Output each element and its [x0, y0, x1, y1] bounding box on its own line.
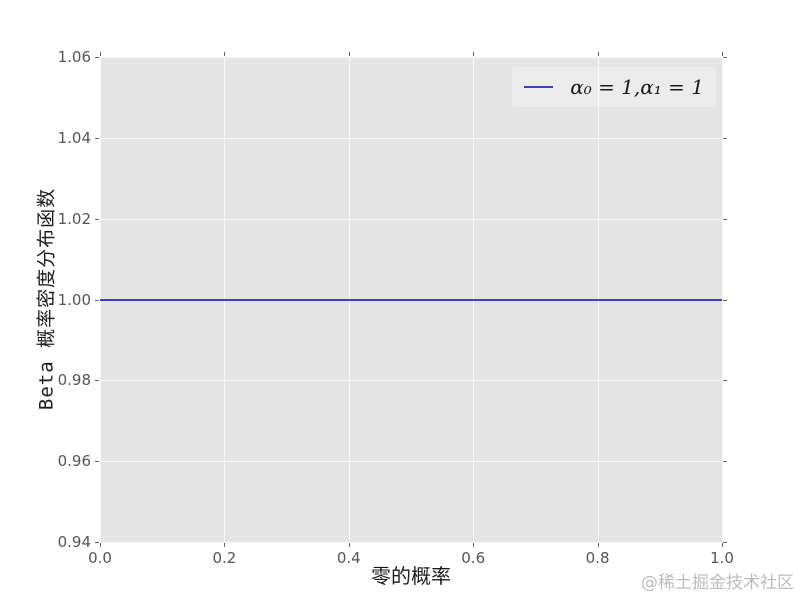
x-tick-label: 0.4	[336, 549, 361, 567]
x-tick-mark	[722, 543, 723, 547]
x-tick-mark	[597, 52, 599, 56]
series-line-beta-pdf	[100, 298, 722, 301]
y-tick-mark	[723, 137, 727, 139]
x-axis-label: 零的概率	[371, 564, 451, 588]
x-tick-mark	[100, 52, 101, 56]
y-axis-label: Beta 概率密度分布函数	[35, 187, 58, 411]
x-gridline	[722, 57, 723, 542]
x-tick-label: 0.0	[88, 549, 112, 567]
y-tick-mark	[723, 380, 727, 382]
y-tick-mark	[95, 299, 99, 301]
plot-area: 1.06 1.04 1.02 1.00 0.98 0.96 0.94 1.0 0.8 0.6 0.4…	[58, 48, 734, 567]
y-tick-mark	[95, 380, 99, 382]
x-tick-mark	[348, 543, 350, 547]
x-tick-label: 0.8	[585, 549, 610, 567]
x-tick-mark	[100, 543, 101, 547]
legend-label: α₀ = 1,α₁ = 1	[570, 75, 704, 99]
y-tick-mark	[95, 218, 99, 220]
x-tick-label: 0.6	[461, 549, 486, 567]
x-tick-mark	[224, 52, 226, 56]
y-tick-label: 1.06	[57, 48, 91, 66]
y-tick-label: 1.04	[57, 128, 91, 147]
y-gridline	[100, 461, 722, 463]
watermark: @稀土掘金技术社区	[641, 573, 794, 593]
y-tick-mark	[95, 542, 99, 543]
x-tick-label: 1.0	[710, 549, 734, 567]
x-tick-mark	[473, 543, 475, 547]
y-tick-mark	[95, 57, 99, 58]
x-tick-label: 0.2	[212, 549, 237, 567]
y-tick-mark	[723, 218, 727, 220]
x-tick-mark	[224, 543, 226, 547]
x-tick-mark	[348, 52, 350, 56]
y-tick-mark	[95, 461, 99, 463]
y-tick-mark	[723, 542, 727, 543]
x-tick-mark	[597, 543, 599, 547]
x-tick-mark	[722, 52, 723, 56]
y-tick-mark	[723, 57, 727, 58]
y-tick-label: 1.00	[57, 290, 91, 309]
y-tick-label: 1.02	[57, 209, 91, 228]
y-tick-mark	[95, 137, 99, 139]
y-tick-mark	[723, 461, 727, 463]
y-tick-label: 0.96	[57, 452, 91, 471]
y-tick-label: 0.94	[57, 533, 91, 551]
legend-line-sample	[524, 86, 554, 88]
y-gridline	[100, 137, 722, 139]
y-gridline	[100, 57, 722, 58]
y-tick-label: 0.98	[57, 371, 91, 390]
legend: α₀ = 1,α₁ = 1	[512, 67, 716, 107]
y-gridline	[100, 218, 722, 220]
y-gridline	[100, 380, 722, 382]
x-tick-mark	[473, 52, 475, 56]
y-gridline	[100, 542, 722, 543]
y-tick-mark	[723, 299, 727, 301]
